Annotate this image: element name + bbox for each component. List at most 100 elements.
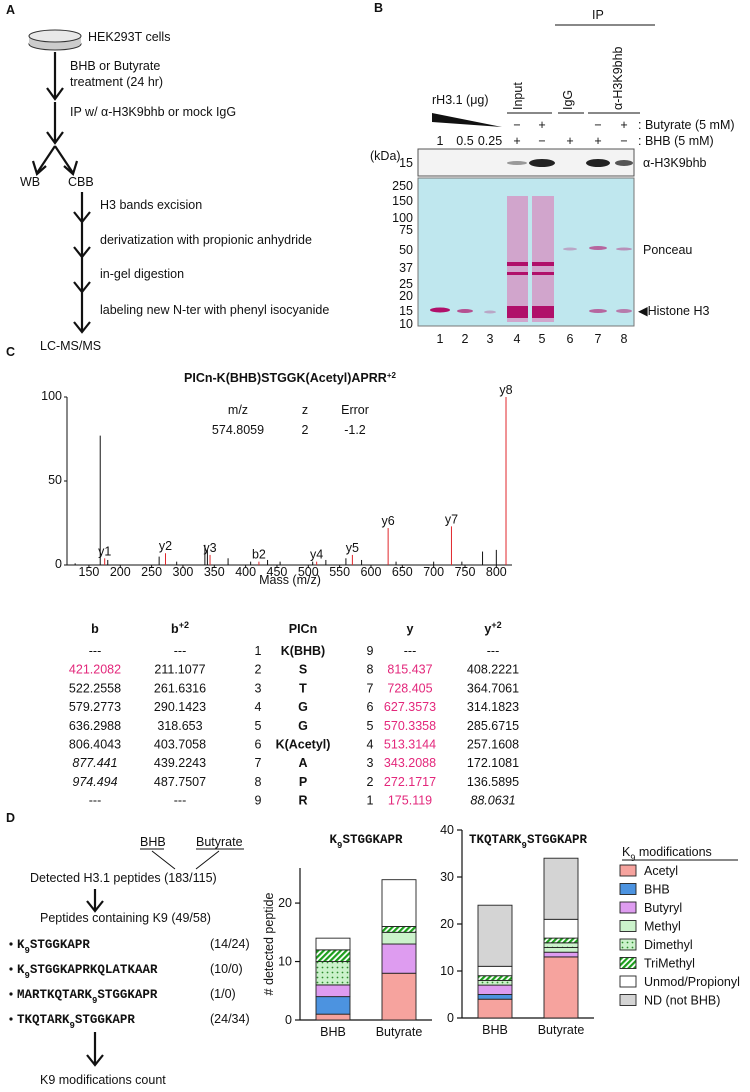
table-cell: 487.7507 xyxy=(154,775,206,789)
bullet xyxy=(9,992,13,996)
lane-number: 4 xyxy=(514,332,521,346)
x-tick-label: 300 xyxy=(173,565,194,579)
band xyxy=(616,247,632,251)
band xyxy=(532,306,554,318)
table-cell: --- xyxy=(89,644,102,658)
header-part: y xyxy=(407,622,414,636)
table-cell: 728.405 xyxy=(387,681,432,695)
marker-label: 10 xyxy=(399,317,413,331)
table-cell: 343.2088 xyxy=(384,756,436,770)
condition-mark: − xyxy=(620,134,627,148)
table-cell: 522.2558 xyxy=(69,681,121,695)
table-cell: 570.3358 xyxy=(384,719,436,733)
band xyxy=(484,310,496,314)
band xyxy=(532,262,554,266)
peptide-part: 9 xyxy=(25,946,30,956)
peak-label: y3 xyxy=(203,541,216,555)
table-cell: --- xyxy=(487,644,500,658)
marker-label: 37 xyxy=(399,261,413,275)
chart-title-part: 9 xyxy=(337,841,342,851)
table-cell: 7 xyxy=(255,756,262,770)
arrow xyxy=(86,889,104,913)
band xyxy=(589,246,607,250)
table-cell: 815.437 xyxy=(387,663,432,677)
bar-segment xyxy=(381,879,417,927)
band xyxy=(430,307,450,313)
x-tick-label: 400 xyxy=(235,565,256,579)
marker-label: 15 xyxy=(399,304,413,318)
bar-segment xyxy=(477,979,513,986)
bar-segment xyxy=(477,904,513,967)
table-cell: --- xyxy=(404,644,417,658)
step: labeling new N-ter with phenyl isocyanid… xyxy=(100,303,329,317)
bullet xyxy=(9,942,13,946)
condition-mark: 0.5 xyxy=(456,134,473,148)
legend-title-part: 9 xyxy=(630,853,635,863)
group-label: Input xyxy=(511,82,525,110)
table-cell: 290.1423 xyxy=(154,700,206,714)
table-header: b+2 xyxy=(171,620,189,636)
table-cell: 211.1077 xyxy=(154,663,205,677)
legend-label: TriMethyl xyxy=(644,957,695,971)
flow-text: K9 modifications count xyxy=(40,1073,166,1087)
peptide-part: 9 xyxy=(92,996,97,1006)
table-cell: A xyxy=(298,756,307,770)
table-cell: --- xyxy=(174,644,187,658)
table-cell: 318.653 xyxy=(157,719,202,733)
header-part: PICn xyxy=(289,622,317,636)
legend-swatch xyxy=(619,920,637,932)
table-cell: 974.494 xyxy=(72,775,117,789)
legend-swatch xyxy=(619,938,637,951)
legend-swatch xyxy=(619,975,637,988)
legend-swatch xyxy=(619,994,637,1006)
peptide: K9STGGKAPR xyxy=(17,938,90,956)
band xyxy=(589,309,607,313)
y-tick-label: 40 xyxy=(440,823,454,837)
table-cell: 4 xyxy=(255,700,262,714)
group-label: IgG xyxy=(561,90,575,110)
peptide: MARTKQTARK9STGGKAPR xyxy=(17,988,158,1006)
bar-segment xyxy=(543,942,579,948)
bar-segment xyxy=(543,951,579,958)
bar-segment xyxy=(543,857,579,920)
table-cell: 9 xyxy=(255,794,262,808)
bar-segment xyxy=(477,975,513,981)
peak-label: y7 xyxy=(445,512,458,526)
legend-label: Dimethyl xyxy=(644,938,693,952)
table-cell: 806.4043 xyxy=(69,738,121,752)
table-cell: 3 xyxy=(255,681,262,695)
lane-number: 7 xyxy=(595,332,602,346)
x-tick-label: 650 xyxy=(392,565,413,579)
table-header: PICn xyxy=(289,622,317,636)
bar-segment xyxy=(315,961,351,986)
kda-label: (kDa) xyxy=(370,149,401,163)
table-cell: 314.1823 xyxy=(467,700,519,714)
condition-mark: + xyxy=(594,134,601,148)
header-part: +2 xyxy=(491,620,501,630)
blot-label: α-H3K9bhb xyxy=(643,156,707,170)
table-cell: 5 xyxy=(367,719,374,733)
x-tick-label: 700 xyxy=(423,565,444,579)
panel-d: D BHB Butyrate Detected H3.1 peptides (1… xyxy=(6,811,244,1087)
peak-label: y8 xyxy=(499,383,512,397)
legend-swatch xyxy=(619,883,637,895)
bar-segment xyxy=(477,998,513,1019)
table-cell: K(Acetyl) xyxy=(276,738,331,752)
step: HEK293T cells xyxy=(88,30,170,44)
peptide-part: K xyxy=(17,963,25,977)
band xyxy=(532,272,554,275)
x-tick-label: 500 xyxy=(298,565,319,579)
condition-mark: + xyxy=(538,118,545,132)
step: BHB or Butyrate xyxy=(70,59,160,73)
marker-label: 50 xyxy=(399,243,413,257)
step: LC-MS/MS xyxy=(40,339,101,353)
bar-segment xyxy=(477,984,513,995)
x-tick-label: Butyrate xyxy=(376,1025,423,1039)
table-header: y+2 xyxy=(484,620,501,636)
legend-title: K9 modifications xyxy=(622,845,712,863)
table-cell: 257.1608 xyxy=(467,738,519,752)
step: WB xyxy=(20,175,40,189)
table-cell: 1 xyxy=(255,644,262,658)
legend-label: Methyl xyxy=(644,920,681,934)
condition-mark: 0.25 xyxy=(478,134,502,148)
